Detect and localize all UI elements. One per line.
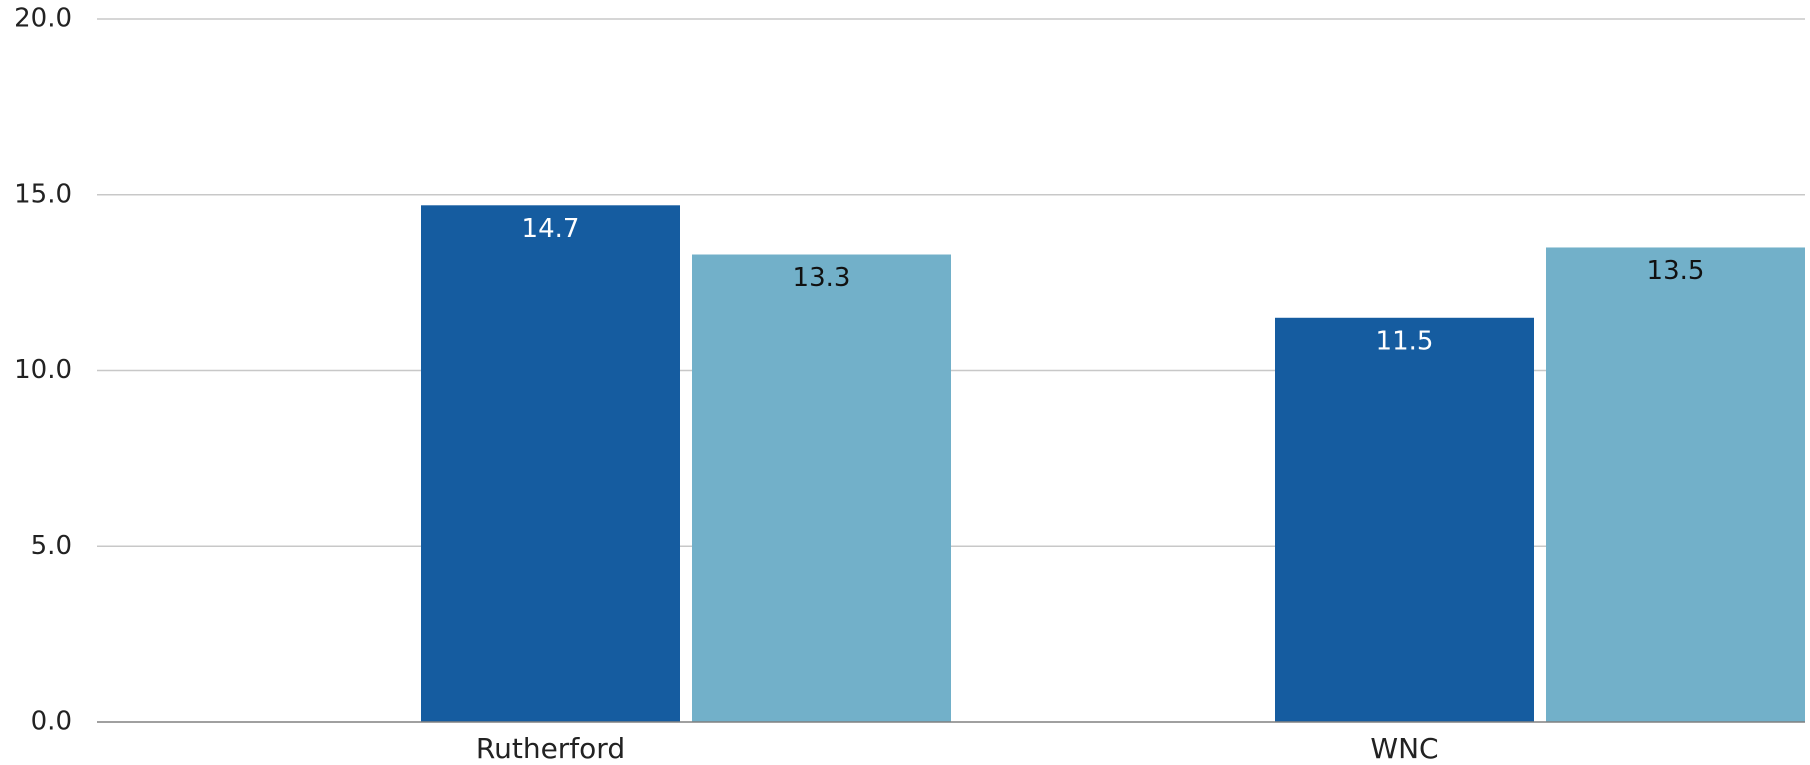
data-label: 13.5 (1647, 256, 1705, 286)
data-labels: 14.7 13.3 11.5 13.5 (522, 214, 1705, 356)
data-label: 13.3 (793, 263, 851, 293)
x-category-label: WNC (1370, 732, 1438, 765)
y-tick-label: 20.0 (14, 4, 72, 34)
data-label: 11.5 (1376, 326, 1434, 356)
bars (421, 205, 1805, 723)
x-axis-categories: Rutherford WNC (476, 732, 1439, 765)
x-category-label: Rutherford (476, 732, 625, 765)
y-tick-label: 0.0 (31, 707, 72, 737)
bar-rutherford-series-1 (421, 205, 680, 723)
y-tick-label: 5.0 (31, 531, 72, 561)
bar-rutherford-series-2 (692, 254, 951, 722)
bar-wnc-series-1 (1275, 317, 1534, 722)
data-label: 14.7 (522, 214, 580, 244)
y-tick-label: 15.0 (14, 179, 72, 209)
y-axis-ticks: 0.0 5.0 10.0 15.0 20.0 (14, 4, 72, 737)
y-tick-label: 10.0 (14, 355, 72, 385)
bar-wnc-series-2 (1546, 247, 1805, 722)
